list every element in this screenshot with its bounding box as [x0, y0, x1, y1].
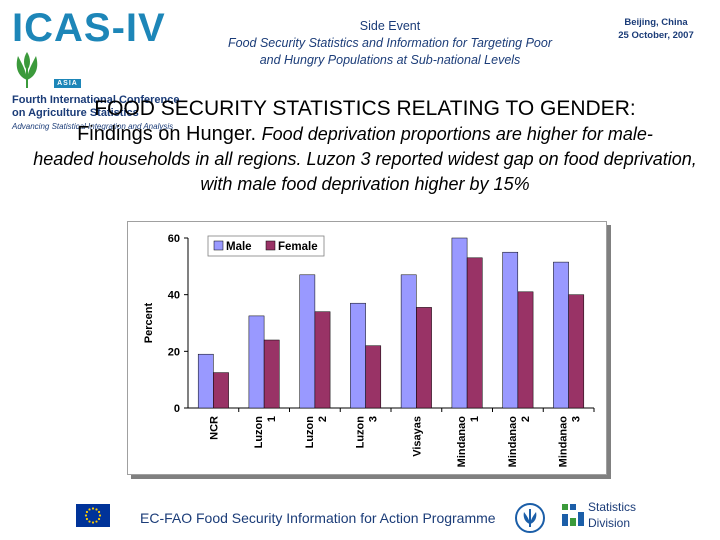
legend-label-female: Female	[278, 241, 318, 253]
statistics-division-label: Statistics Division	[588, 499, 636, 531]
y-tick-label: 20	[168, 346, 180, 358]
bar-female	[365, 345, 382, 409]
fao-logo-icon	[514, 502, 546, 534]
bar-male	[451, 237, 468, 409]
x-tick-label: NCR	[208, 416, 220, 440]
y-tick-label: 0	[174, 403, 180, 415]
icas-logo: ICAS-IV ASIA Fourth International Confer…	[12, 6, 192, 131]
event-date: 25 October, 2007	[618, 30, 694, 41]
x-tick-label: Mindanao2	[507, 416, 532, 468]
event-title-line2: and Hungry Populations at Sub-national L…	[259, 53, 521, 67]
bar-male	[400, 274, 417, 409]
slide-heading: FOOD SECURITY STATISTICS RELATING TO GEN…	[20, 96, 710, 197]
heading-title-colon: :	[629, 97, 636, 120]
heading-lead: Findings on Hunger.	[77, 123, 257, 145]
place-date: Beijing, China 25 October, 2007	[600, 16, 712, 42]
bar-female	[213, 372, 229, 409]
bar-female	[466, 257, 483, 409]
x-tick-label: Luzon3	[355, 416, 380, 449]
event-place: Beijing, China	[624, 17, 688, 28]
y-tick-label: 40	[168, 290, 180, 302]
x-tick-label: Luzon2	[304, 416, 329, 449]
bar-male	[350, 302, 366, 409]
bar-male	[502, 251, 519, 409]
logo-tagline: Advancing Statistical Integration and An…	[12, 122, 174, 131]
heading-body: headed households in all regions. Luzon …	[33, 149, 697, 194]
logo-wordmark-text: ICAS-IV	[12, 6, 166, 50]
bar-male	[299, 274, 316, 409]
event-title-line1: Food Security Statistics and Information…	[227, 36, 552, 50]
bar-female	[416, 307, 432, 409]
logo-badge: ASIA	[54, 79, 81, 88]
chart-frame: 0 20 40 60 Percent NCR Luzon1 Luzon2 Luzon3 Visay…	[127, 221, 607, 475]
eu-flag-icon	[76, 504, 110, 527]
x-tick-label: Mindanao1	[456, 416, 481, 468]
bar-female	[314, 311, 331, 409]
y-axis-label: Percent	[143, 302, 155, 343]
stat-line1: Statistics	[588, 500, 637, 514]
event-label: Side Event	[359, 19, 421, 33]
wheat-icon	[16, 52, 38, 88]
x-tick-label: Visayas	[411, 416, 423, 457]
heading-lead-rest: Food deprivation proportions are higher …	[261, 124, 653, 144]
heading-title: FOOD SECURITY STATISTICS RELATING TO GEN…	[94, 97, 630, 120]
legend-label-male: Male	[226, 241, 252, 253]
logo-wordmark: ICAS-IV ASIA	[12, 6, 192, 94]
bar-female	[263, 339, 280, 409]
bar-male	[197, 353, 214, 409]
statistics-division-icon	[560, 500, 592, 530]
bar-male	[553, 261, 569, 409]
legend-swatch-female	[265, 240, 276, 251]
conference-line1: Fourth International Conference	[12, 94, 180, 106]
legend-swatch-male	[213, 240, 224, 251]
heading-title-line: FOOD SECURITY STATISTICS RELATING TO GEN…	[20, 96, 710, 122]
heading-lead-line: Findings on Hunger. Food deprivation pro…	[20, 122, 710, 147]
bar-chart: 0 20 40 60 Percent NCR Luzon1 Luzon2 Luzon3 Visay…	[143, 233, 595, 468]
bar-female	[568, 294, 585, 409]
x-tick-label: Mindanao3	[558, 416, 583, 468]
footer-programme: EC-FAO Food Security Information for Act…	[140, 510, 496, 526]
x-tick-label: Luzon1	[253, 416, 278, 449]
event-block: Side Event Food Security Statistics and …	[190, 18, 590, 69]
bar-female	[517, 291, 534, 409]
conference-line2: on Agriculture Statistics	[12, 107, 139, 119]
bar-male	[248, 315, 265, 409]
y-tick-label: 60	[168, 233, 180, 245]
stat-line2: Division	[588, 516, 631, 530]
